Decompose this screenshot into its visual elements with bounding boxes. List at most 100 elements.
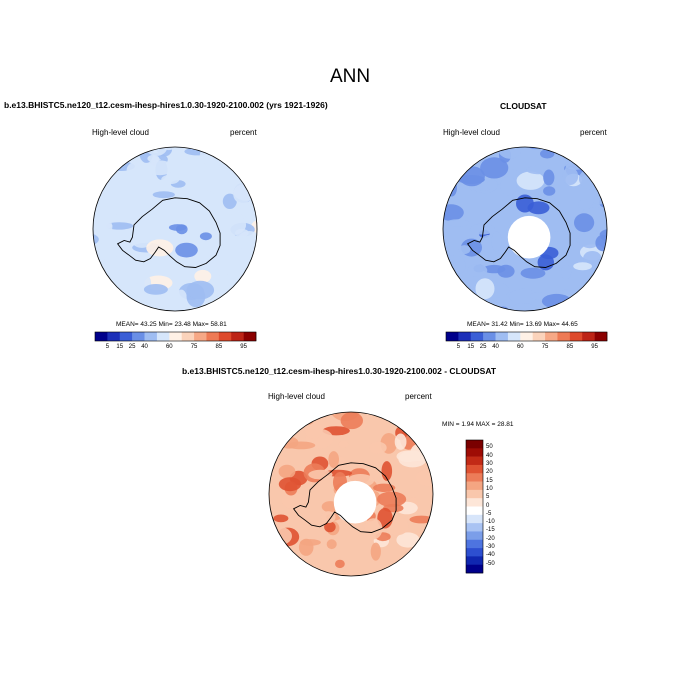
panel-3-cell xyxy=(328,451,340,468)
panel-2-cell xyxy=(542,195,555,204)
panel-3-map-border xyxy=(268,411,434,577)
panel-3-map-group xyxy=(268,411,434,577)
panel-2-cell xyxy=(592,195,607,205)
panel-3-colorbar-tick: -30 xyxy=(486,544,495,551)
panel-2-cell xyxy=(446,179,457,197)
panel-1-colorbar-tick: 75 xyxy=(190,344,198,350)
panel-1-colorbar-swatch xyxy=(243,332,257,341)
panel-1-colorbar-swatch xyxy=(194,332,207,341)
panel-2-colorbar-swatch xyxy=(483,332,496,341)
panel-1-cell xyxy=(161,174,180,185)
panel-3-colorbar-swatch xyxy=(466,448,483,457)
panel-3-cell xyxy=(281,492,307,510)
panel-2-cell xyxy=(561,264,572,280)
panel-2-cell xyxy=(497,264,515,278)
panel-1-cell xyxy=(143,284,168,295)
panel-2-colorbar-swatch xyxy=(545,332,558,341)
panel-2-cell xyxy=(520,267,546,279)
panel-1-cell xyxy=(145,147,168,156)
panel-2-stats: MEAN= 31.42 Min= 13.69 Max= 44.65 xyxy=(467,321,578,328)
panel-1-colorbar-tick: 25 xyxy=(128,344,136,350)
panel-2-colorbar-tick: 85 xyxy=(566,344,574,350)
panel-1-cell xyxy=(99,266,117,283)
panel-1-cell xyxy=(131,298,154,311)
panel-2-cell xyxy=(540,149,555,159)
panel-3-cell xyxy=(335,559,345,569)
panel-1-cell xyxy=(136,197,152,208)
panel-3-colorbar-swatch xyxy=(466,506,483,516)
panel-3-colorbar-tick: 40 xyxy=(486,452,493,459)
panel-1-cell xyxy=(193,200,204,221)
panel-1-title: b.e13.BHISTC5.ne120_t12.cesm-ihesp-hires… xyxy=(4,100,328,110)
panel-2-cell xyxy=(573,262,592,271)
panel-3-colorbar-swatch xyxy=(466,564,483,574)
panel-3-cell xyxy=(396,532,420,548)
panel-1-cell xyxy=(186,280,215,300)
panel-1-cell xyxy=(222,193,237,209)
panel-1-colorbar-swatch xyxy=(107,332,121,341)
panel-2-cell xyxy=(491,231,502,252)
panel-1-coastline xyxy=(116,197,221,268)
panel-1-cell xyxy=(193,162,207,174)
panel-1-colorbar-tick: 95 xyxy=(240,344,247,350)
panel-3-colorbar-swatch xyxy=(466,498,483,507)
panel-1-colorbar-swatch xyxy=(132,332,145,341)
panel-3-colorbar-tick: 30 xyxy=(486,460,493,467)
panel-1-cell xyxy=(199,232,212,241)
panel-2-map-group xyxy=(442,146,608,312)
panel-3-colorbar-tick: 5 xyxy=(486,494,490,501)
panel-1-cell xyxy=(197,190,216,204)
panel-2-cell xyxy=(469,223,495,235)
panel-2-colorbar-swatch xyxy=(532,332,546,341)
panel-1-cell xyxy=(126,160,154,180)
panel-2-colorbar-tick: 95 xyxy=(591,344,598,350)
panel-3-cell xyxy=(370,542,381,561)
panel-2-map-border xyxy=(442,146,608,312)
panel-1-cell xyxy=(94,197,114,207)
panel-1-cell xyxy=(93,233,99,245)
panel-2-colorbar-swatch xyxy=(520,332,533,341)
panel-1-left-label: High-level cloud xyxy=(92,128,149,137)
panel-2-cell xyxy=(543,169,555,186)
panel-3-cell xyxy=(394,433,407,450)
panel-2-cell xyxy=(541,293,572,309)
panel-3-colorbar-tick: -20 xyxy=(486,535,495,542)
panel-3-colorbar-swatch xyxy=(466,489,483,499)
panel-1-cell xyxy=(93,242,110,257)
panel-2-cell xyxy=(487,179,498,191)
panel-3-right-label: percent xyxy=(405,392,432,401)
main-title: ANN xyxy=(330,66,371,87)
panel-3-cell xyxy=(373,483,396,492)
panel-2-cell xyxy=(467,264,488,277)
panel-2-cell xyxy=(508,288,538,304)
panel-3-colorbar-swatch xyxy=(466,464,483,474)
panel-2-cell xyxy=(458,245,471,255)
panel-3-cell xyxy=(308,469,333,480)
panel-2-colorbar-swatch xyxy=(446,332,459,341)
panel-2-cell xyxy=(574,213,595,233)
panel-3-cell xyxy=(381,461,393,481)
panel-3-cell xyxy=(369,441,387,454)
panel-3-cell xyxy=(269,526,293,546)
panel-3-cell xyxy=(377,491,407,507)
panel-3-stats: MIN = 1.94 MAX = 28.81 xyxy=(442,421,514,428)
panel-2-colorbar-swatch xyxy=(458,332,472,341)
panel-3-colorbar-swatch xyxy=(466,548,483,557)
panel-1-colorbar-tick: 15 xyxy=(116,344,124,350)
panel-3-colorbar-tick: 20 xyxy=(486,469,493,476)
panel-3-colorbar-swatch xyxy=(466,531,483,541)
panel-1-colorbar-tick: 40 xyxy=(141,344,148,350)
panel-3-cell xyxy=(409,515,433,524)
panel-3-colorbar-swatch xyxy=(466,539,483,549)
panel-2-cell xyxy=(595,234,607,252)
panel-2-cell xyxy=(498,147,522,159)
panel-1-cell xyxy=(131,283,144,296)
panel-3-cell xyxy=(279,436,299,449)
panel-3-left-label: High-level cloud xyxy=(268,392,325,401)
panel-2-cell xyxy=(500,176,517,196)
panel-2-cell xyxy=(475,278,495,300)
panel-1-cell xyxy=(170,194,197,211)
panel-3-cell xyxy=(278,464,296,479)
panel-3-colorbar-tick: -50 xyxy=(486,560,495,567)
